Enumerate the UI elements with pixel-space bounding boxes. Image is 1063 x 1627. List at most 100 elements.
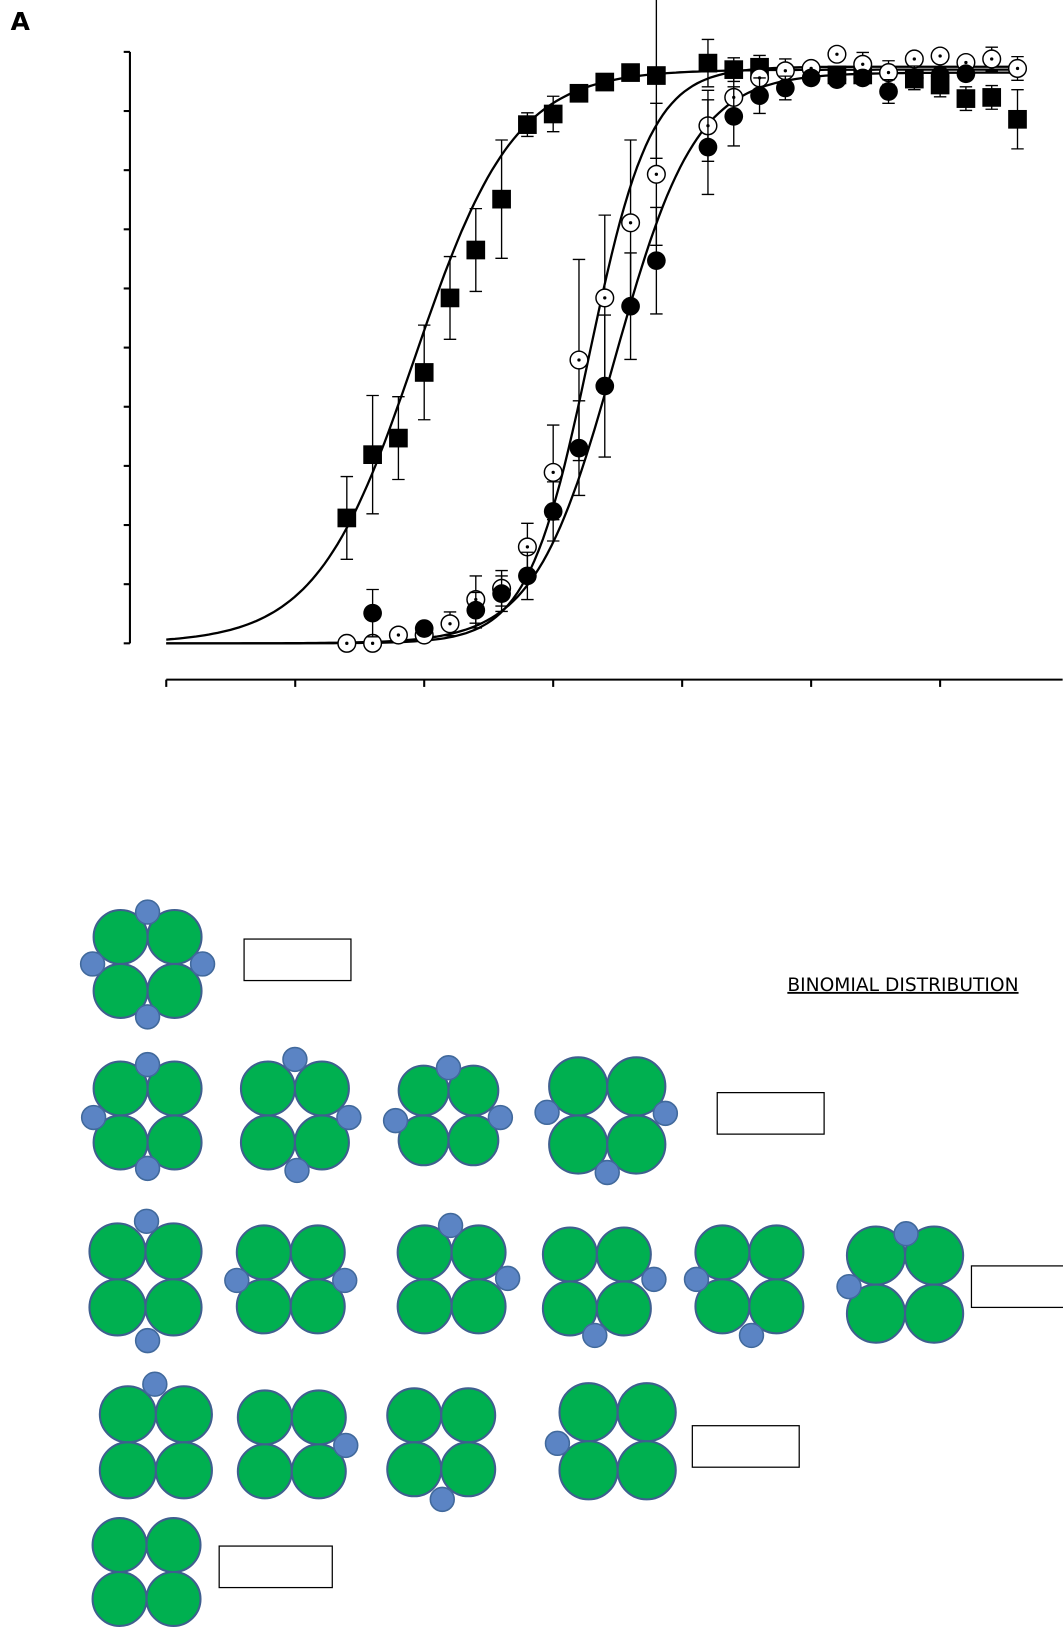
marker-dot [1016, 67, 1019, 70]
subunit [89, 1279, 145, 1335]
panel-label: A [11, 7, 31, 36]
ligand [488, 1106, 512, 1130]
ligand [430, 1487, 454, 1511]
ligand [333, 1268, 357, 1292]
marker-square [337, 509, 356, 528]
subunit [618, 1441, 676, 1499]
figure: A BINOMIAL DISTRIBUTION [0, 0, 1063, 1627]
ligand [191, 952, 215, 976]
marker-square [1008, 110, 1027, 129]
ligand [283, 1047, 307, 1071]
ligand [136, 1329, 160, 1353]
marker-circle [750, 86, 769, 105]
marker-circle [957, 64, 976, 83]
marker-square [621, 63, 640, 82]
ligand [225, 1268, 249, 1292]
diagram-title: BINOMIAL DISTRIBUTION [787, 975, 1018, 996]
marker-dot [577, 358, 580, 361]
marker-dot [345, 642, 348, 645]
marker-square [415, 363, 434, 382]
marker-square [466, 241, 485, 260]
marker-circle [828, 70, 847, 89]
subunit [93, 1518, 147, 1572]
marker-dot [990, 57, 993, 60]
marker-square [492, 190, 511, 209]
marker-circle [570, 439, 589, 458]
marker-dot [913, 57, 916, 60]
marker-dot [964, 61, 967, 64]
marker-dot [397, 633, 400, 636]
subunit [241, 1115, 295, 1169]
subunit [89, 1223, 145, 1279]
marker-circle [518, 567, 537, 586]
subunit [618, 1383, 676, 1441]
subunit [452, 1279, 506, 1333]
marker-circle [699, 138, 718, 157]
ligand [837, 1275, 861, 1299]
marker-dot [603, 296, 606, 299]
subunit [441, 1442, 495, 1496]
ligand [685, 1267, 709, 1291]
ligand [143, 1372, 167, 1396]
subunit [295, 1061, 349, 1115]
fit-curve [166, 73, 1022, 644]
subunit [238, 1444, 292, 1498]
ligand [384, 1109, 408, 1133]
subunit [543, 1228, 597, 1282]
empty-box [692, 1426, 799, 1468]
marker-circle [595, 377, 614, 396]
ligand [439, 1214, 463, 1238]
subunit [905, 1285, 963, 1343]
ligand [136, 1156, 160, 1180]
marker-square [957, 89, 976, 108]
subunit [93, 1572, 147, 1626]
subunit [749, 1225, 803, 1279]
subunit [100, 1386, 156, 1442]
ligand [81, 952, 105, 976]
subunit [597, 1228, 651, 1282]
marker-dot [887, 71, 890, 74]
empty-box [717, 1093, 824, 1135]
marker-circle [905, 69, 924, 88]
marker-circle [544, 502, 563, 521]
marker-square [518, 115, 537, 134]
ligand [337, 1106, 361, 1130]
marker-dot [655, 173, 658, 176]
marker-dot [448, 622, 451, 625]
subunit [398, 1279, 452, 1333]
subunit [241, 1061, 295, 1115]
empty-box [244, 939, 351, 981]
subunit [387, 1442, 441, 1496]
empty-box [971, 1266, 1063, 1308]
marker-circle [363, 604, 382, 623]
marker-circle [879, 82, 898, 101]
ligand [740, 1323, 764, 1347]
ligand [642, 1267, 666, 1291]
marker-dot [526, 545, 529, 548]
ligand [894, 1222, 918, 1246]
fit-curve [166, 70, 1022, 640]
marker-circle [466, 601, 485, 620]
marker-circle [621, 297, 640, 316]
ligand [496, 1266, 520, 1290]
fit-curve [166, 67, 1022, 644]
marker-circle [724, 107, 743, 126]
ligand [334, 1433, 358, 1457]
subunit [387, 1388, 441, 1442]
subunit [147, 1572, 201, 1626]
page: A BINOMIAL DISTRIBUTION (() => { const d… [0, 0, 1063, 1627]
ligand [82, 1106, 106, 1130]
marker-circle [853, 69, 872, 88]
ligand [546, 1431, 570, 1455]
ligand [595, 1161, 619, 1185]
marker-dot [861, 63, 864, 66]
marker-square [544, 105, 563, 124]
subunit [156, 1386, 212, 1442]
marker-square [982, 88, 1001, 107]
ligand [535, 1100, 559, 1124]
marker-circle [415, 619, 434, 638]
ligand [136, 900, 160, 924]
subunit [147, 1518, 201, 1572]
marker-square [441, 289, 460, 308]
ligand [135, 1209, 159, 1233]
